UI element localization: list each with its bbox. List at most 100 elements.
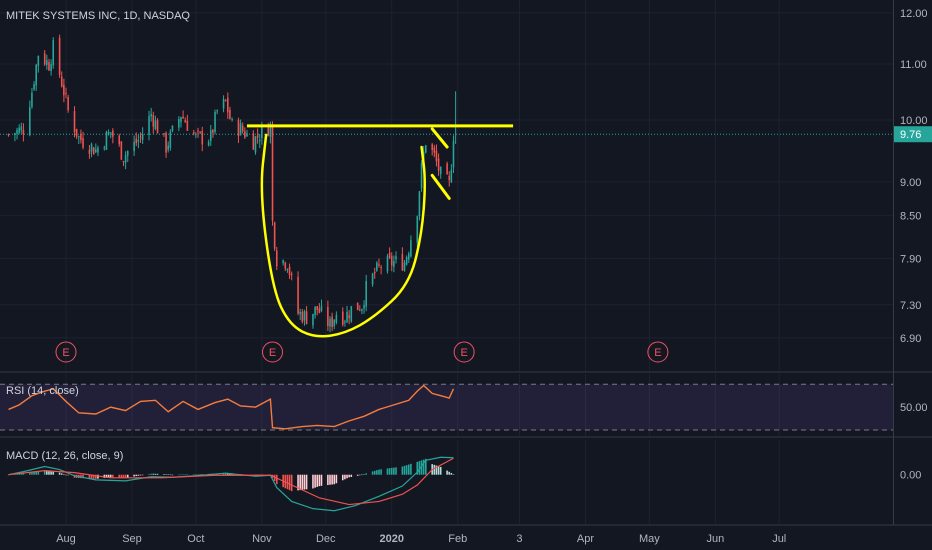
candle-body (312, 313, 314, 326)
macd-histogram-bar (437, 466, 440, 475)
x-tick-label: Feb (448, 533, 467, 545)
macd-histogram-bar (201, 474, 204, 475)
macd-histogram-bar (52, 471, 55, 475)
candle-body (207, 141, 210, 146)
candle-body (348, 315, 350, 319)
candle-body (303, 311, 306, 321)
macd-histogram-bar (50, 471, 52, 475)
macd-histogram-bar (150, 473, 152, 475)
macd-histogram-bar (439, 466, 442, 475)
macd-pane[interactable] (7, 456, 455, 512)
macd-histogram-bar (126, 474, 129, 478)
candle-body (288, 266, 291, 276)
candle-body (363, 305, 365, 309)
candle-body (192, 132, 195, 134)
candle-body (18, 127, 20, 133)
macd-histogram-bar (275, 474, 278, 485)
handle-upper-line (430, 127, 449, 149)
candle-body (37, 56, 40, 66)
candle-body (58, 37, 61, 75)
x-tick-label: Jul (772, 533, 786, 545)
candle-body (50, 64, 52, 72)
candle-body (239, 123, 242, 136)
macd-histogram-bar (48, 471, 50, 475)
panel-separators (0, 0, 932, 526)
handle-lower-line (430, 173, 451, 200)
macd-histogram-bar (314, 474, 316, 488)
candle-body (290, 274, 293, 276)
candle-body (350, 306, 353, 322)
rsi-pane[interactable] (0, 383, 893, 431)
earnings-marker-circle (55, 341, 77, 363)
macd-histogram-bar (286, 474, 289, 490)
candle-body (416, 216, 419, 243)
candle-body (376, 262, 378, 271)
macd-histogram-bar (192, 474, 195, 475)
axes: Aug Sep Oct Nov Dec 2020 Feb 3 Apr May Jun Jul 12.00… (56, 8, 932, 545)
candle-body (320, 306, 323, 311)
macd-histogram-bar (165, 474, 167, 475)
earnings-marker-label: E (460, 347, 467, 359)
earnings-marker-label: E (654, 347, 661, 359)
x-tick-label: Oct (187, 533, 204, 545)
candle-body (425, 145, 427, 153)
candle-body (16, 129, 18, 134)
macd-histogram-bar (446, 470, 448, 475)
macd-histogram-bar (318, 474, 321, 487)
x-tick-label: 2020 (379, 533, 403, 545)
candle-body (52, 40, 55, 66)
candle-body (82, 138, 84, 148)
candle-body (80, 133, 82, 141)
x-tick-label: 3 (516, 533, 522, 545)
x-tick-label: Jun (706, 533, 724, 545)
macd-histogram-bar (163, 474, 165, 475)
candle-body (386, 256, 389, 272)
candle-body (327, 306, 329, 326)
candle-body (227, 97, 229, 113)
candle-body (241, 125, 244, 132)
candle-body (267, 127, 270, 136)
candle-body (450, 169, 453, 183)
macd-histogram-bar (109, 474, 112, 478)
macd-histogram-bar (435, 465, 438, 475)
candle-body (282, 260, 284, 264)
macd-histogram-bar (37, 471, 40, 475)
macd-histogram-bar (327, 474, 329, 486)
candle-body (365, 281, 367, 307)
candle-body (103, 147, 106, 149)
candle-body (124, 155, 127, 163)
macd-histogram-bar (184, 474, 187, 475)
macd-histogram-bar (390, 467, 393, 475)
candle-body (356, 302, 359, 311)
candle-body (284, 262, 287, 269)
candle-body (165, 133, 167, 153)
earnings-marker-circle (262, 341, 284, 363)
x-tick-label: Apr (577, 533, 594, 545)
candle-body (135, 138, 138, 144)
macd-histogram-bar (171, 474, 174, 476)
x-tick-label: Nov (252, 533, 272, 545)
macd-histogram-bar (169, 474, 172, 476)
macd-histogram-bar (405, 465, 408, 475)
macd-histogram-bar (137, 474, 140, 476)
macd-histogram-bar (22, 473, 25, 475)
candle-body (275, 250, 278, 267)
macd-histogram-bar (288, 474, 291, 491)
candle-body (73, 111, 76, 133)
macd-histogram-bar (58, 472, 61, 475)
macd-histogram-bar (348, 474, 350, 478)
candle-body (401, 254, 404, 271)
candle-body (186, 120, 189, 131)
price-tick-label: 7.30 (900, 300, 921, 312)
candle-body (35, 64, 37, 86)
macd-histogram-bar (118, 474, 121, 478)
candle-body (286, 268, 289, 271)
candle-body (305, 311, 308, 325)
candle-body (29, 107, 31, 135)
macd-histogram-bar (299, 474, 301, 491)
last-price-label: 9.76 (900, 129, 921, 141)
macd-histogram-bar (401, 466, 404, 475)
macd-histogram-bar (46, 470, 48, 475)
